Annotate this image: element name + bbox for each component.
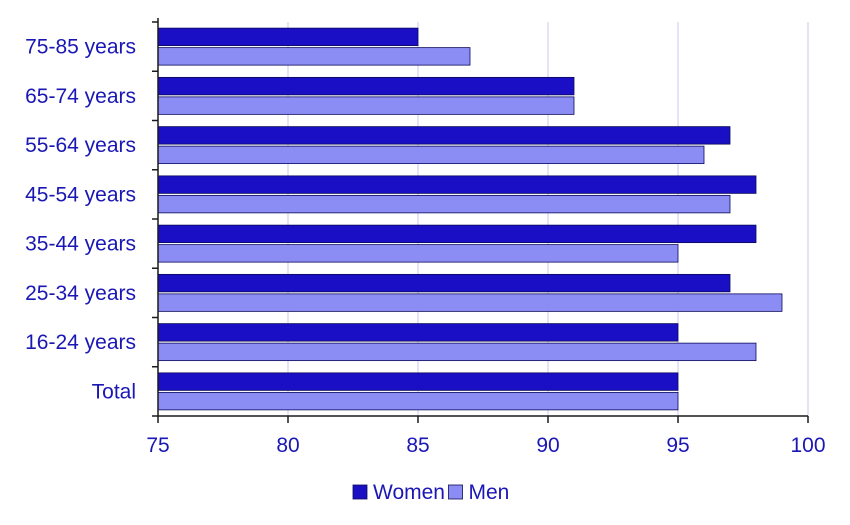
legend: Women Men	[352, 481, 510, 504]
bar-women-35-44-years	[157, 224, 757, 244]
bar-women-75-85-years	[157, 27, 419, 47]
y-tick-label: 45-54 years	[25, 183, 136, 206]
y-tick-label: 75-85 years	[25, 36, 136, 59]
bar-women-55-64-years	[157, 126, 731, 145]
legend-swatch-men	[448, 484, 463, 500]
bar-men-75-85-years	[157, 47, 471, 66]
bar-men-35-44-years	[157, 244, 679, 263]
y-tick-label: 16-24 years	[25, 331, 136, 354]
axes: 75-85 years 65-74 years 55-64 years 45-54 y…	[25, 18, 826, 457]
x-tick-label: 100	[790, 434, 825, 457]
bar-women-45-54-years	[157, 175, 757, 194]
bar-men-total	[157, 391, 679, 411]
y-tick-label: 55-64 years	[25, 134, 136, 157]
legend-label-women: Women	[373, 481, 445, 504]
y-tick-label: Total	[92, 380, 136, 403]
legend-swatch-women	[352, 484, 368, 500]
bar-women-total	[157, 372, 679, 391]
bar-women-65-74-years	[157, 76, 575, 96]
bar-men-45-54-years	[157, 194, 731, 214]
bar-men-55-64-years	[157, 145, 705, 165]
bar-men-65-74-years	[157, 96, 575, 115]
bar-women-25-34-years	[157, 273, 731, 293]
y-tick-label: 25-34 years	[25, 282, 136, 305]
y-tick-label: 35-44 years	[25, 233, 136, 256]
x-tick-label: 80	[276, 434, 299, 457]
x-tick-label: 75	[146, 434, 169, 457]
bars	[157, 27, 783, 411]
legend-label-men: Men	[469, 481, 510, 504]
x-tick-label: 95	[666, 434, 689, 457]
bar-women-16-24-years	[157, 323, 679, 342]
bar-men-25-34-years	[157, 293, 783, 312]
bar-men-16-24-years	[157, 342, 757, 362]
x-tick-label: 90	[536, 434, 559, 457]
y-tick-label: 65-74 years	[25, 85, 136, 108]
x-tick-label: 85	[406, 434, 429, 457]
